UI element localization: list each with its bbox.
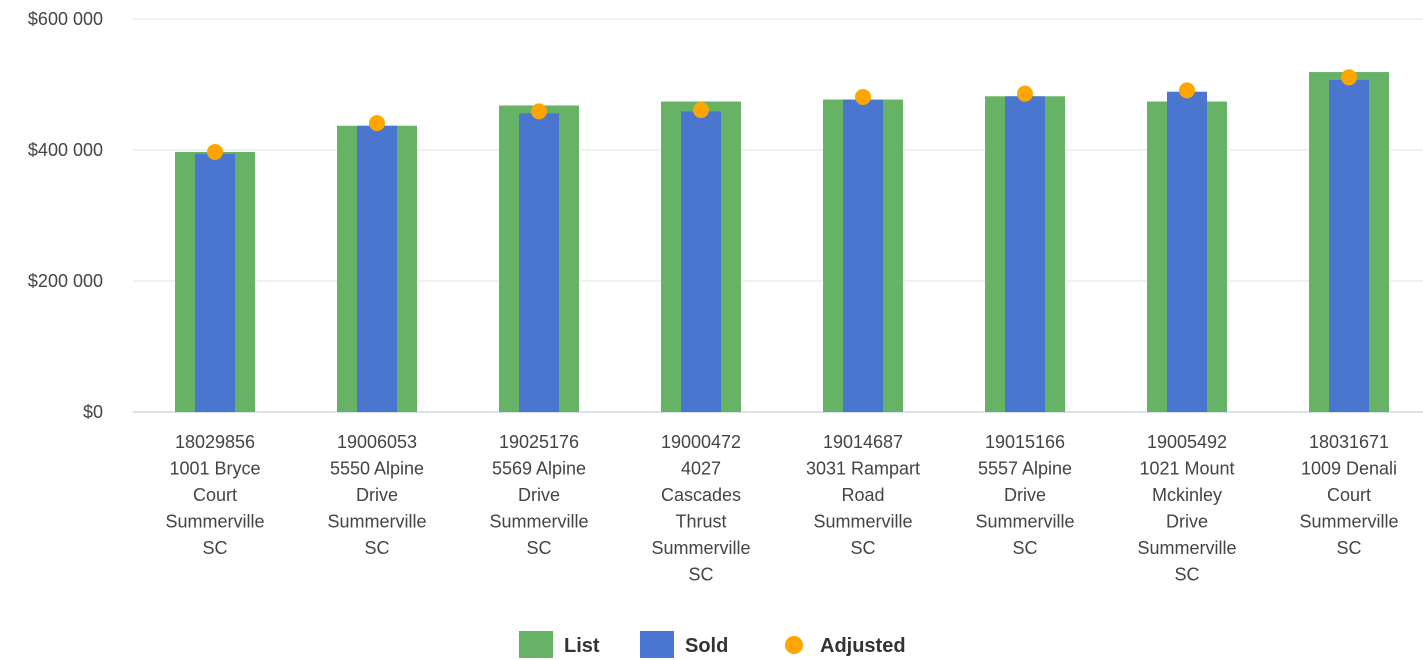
legend: List Sold Adjusted bbox=[519, 631, 906, 658]
x-category-label-line: Drive bbox=[1004, 485, 1046, 505]
adjusted-point bbox=[531, 103, 547, 120]
x-category-label-line: Summerville bbox=[1137, 538, 1236, 558]
x-category-label-line: Court bbox=[1327, 485, 1371, 505]
x-category-label-line: 3031 Rampart bbox=[806, 459, 920, 479]
sold-bar bbox=[1167, 91, 1207, 412]
legend-adjusted-marker bbox=[785, 636, 803, 654]
x-category-label-line: SC bbox=[1336, 538, 1361, 558]
sold-bar bbox=[357, 125, 397, 412]
y-tick-label: $600 000 bbox=[28, 9, 103, 29]
x-category-label: 19025176 5569 Alpine Drive Summerville SC bbox=[489, 432, 588, 558]
x-category-label-line: 5569 Alpine bbox=[492, 459, 586, 479]
x-category-label-line: 1009 Denali bbox=[1301, 459, 1397, 479]
x-category-label-line: 19006053 bbox=[337, 432, 417, 452]
adjusted-point bbox=[1017, 85, 1033, 102]
x-category-label-line: Summerville bbox=[489, 512, 588, 532]
x-category-label-line: Thrust bbox=[675, 512, 726, 532]
grid bbox=[133, 18, 1423, 413]
adjusted-point bbox=[369, 115, 385, 132]
x-category-label-line: 1001 Bryce bbox=[169, 459, 260, 479]
x-category-label-line: 19025176 bbox=[499, 432, 579, 452]
sold-bar bbox=[681, 111, 721, 412]
points bbox=[207, 69, 1357, 160]
x-category-label: 19005492 1021 Mount Mckinley Drive Summervil… bbox=[1137, 432, 1236, 585]
y-tick-label: $0 bbox=[83, 402, 103, 422]
x-category-label: 19015166 5557 Alpine Drive Summerville SC bbox=[975, 432, 1074, 558]
sold-bar bbox=[1005, 96, 1045, 412]
x-category-label-line: Drive bbox=[518, 485, 560, 505]
x-category-label-line: 5550 Alpine bbox=[330, 459, 424, 479]
x-category-label-line: Summerville bbox=[813, 512, 912, 532]
x-category-label: 18031671 1009 Denali Court Summerville SC bbox=[1299, 432, 1398, 558]
x-category-label-line: 19015166 bbox=[985, 432, 1065, 452]
x-category-label-line: Summerville bbox=[1299, 512, 1398, 532]
legend-sold-swatch bbox=[640, 631, 674, 658]
x-category-label-line: SC bbox=[202, 538, 227, 558]
x-category-label-line: SC bbox=[688, 565, 713, 585]
x-axis: 18029856 1001 Bryce Court Summerville SC1900… bbox=[165, 432, 1398, 585]
x-category-label-line: SC bbox=[364, 538, 389, 558]
x-category-label: 18029856 1001 Bryce Court Summerville SC bbox=[165, 432, 264, 558]
adjusted-point bbox=[1341, 69, 1357, 86]
x-category-label-line: Summerville bbox=[651, 538, 750, 558]
x-category-label-line: 19014687 bbox=[823, 432, 903, 452]
x-category-label-line: 18029856 bbox=[175, 432, 255, 452]
x-category-label: 19014687 3031 Rampart Road Summerville SC bbox=[806, 432, 920, 558]
adjusted-point bbox=[1179, 82, 1195, 99]
sold-bar bbox=[519, 113, 559, 412]
x-category-label-line: 19000472 bbox=[661, 432, 741, 452]
x-category-label-line: 18031671 bbox=[1309, 432, 1389, 452]
y-tick-label: $400 000 bbox=[28, 140, 103, 160]
x-category-label-line: Summerville bbox=[327, 512, 426, 532]
x-category-label-line: 4027 bbox=[681, 459, 721, 479]
x-category-label-line: Road bbox=[841, 485, 884, 505]
y-axis: $0 $200 000 $400 000 $600 000 bbox=[28, 9, 103, 422]
x-category-label-line: SC bbox=[526, 538, 551, 558]
sold-bar bbox=[195, 153, 235, 412]
x-category-label: 19006053 5550 Alpine Drive Summerville SC bbox=[327, 432, 426, 558]
legend-sold-label: Sold bbox=[685, 635, 728, 657]
x-category-label-line: Cascades bbox=[661, 485, 741, 505]
x-category-label-line: SC bbox=[1174, 565, 1199, 585]
x-category-label-line: 19005492 bbox=[1147, 432, 1227, 452]
x-category-label-line: Drive bbox=[356, 485, 398, 505]
x-category-label-line: SC bbox=[1012, 538, 1037, 558]
legend-list-label: List bbox=[564, 635, 600, 657]
x-category-label-line: SC bbox=[850, 538, 875, 558]
x-category-label-line: Court bbox=[193, 485, 237, 505]
x-category-label: 19000472 4027 Cascades Thrust Summerville SC bbox=[651, 432, 750, 585]
x-category-label-line: Drive bbox=[1166, 512, 1208, 532]
y-tick-label: $200 000 bbox=[28, 271, 103, 291]
x-category-label-line: Summerville bbox=[165, 512, 264, 532]
bars bbox=[175, 72, 1389, 413]
x-category-label-line: Mckinley bbox=[1152, 485, 1222, 505]
legend-adjusted-label: Adjusted bbox=[820, 635, 906, 657]
x-category-label-line: 5557 Alpine bbox=[978, 459, 1072, 479]
x-category-label-line: Summerville bbox=[975, 512, 1074, 532]
adjusted-point bbox=[855, 88, 871, 105]
sold-bar bbox=[1329, 79, 1369, 412]
adjusted-point bbox=[693, 102, 709, 119]
sold-bar bbox=[843, 99, 883, 412]
adjusted-point bbox=[207, 143, 223, 160]
x-category-label-line: 1021 Mount bbox=[1139, 459, 1234, 479]
legend-list-swatch bbox=[519, 631, 553, 658]
